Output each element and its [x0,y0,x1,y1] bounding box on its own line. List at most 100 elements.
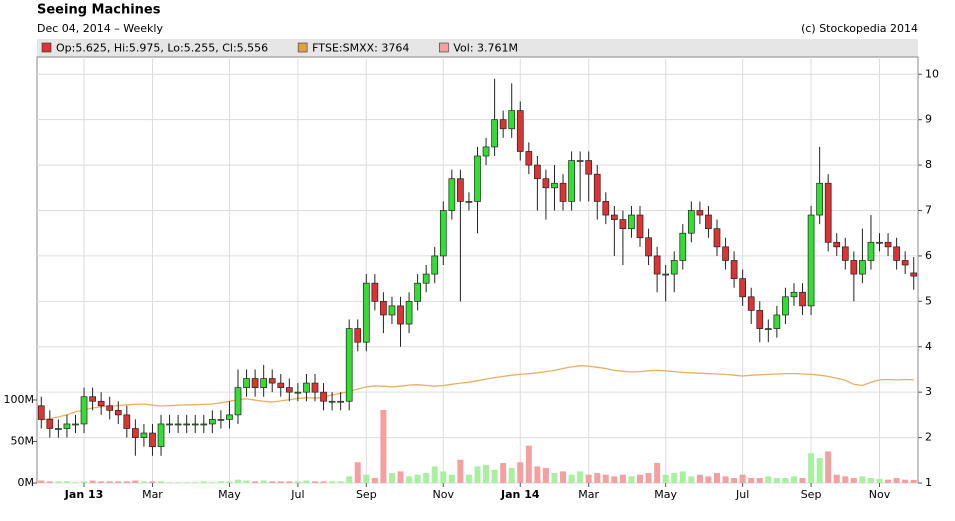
candle-body [328,400,336,403]
candle-body [140,432,148,438]
x-tick-label: Sep [356,488,377,501]
volume-bar [688,476,695,483]
volume-bar [799,478,806,483]
candle-body [730,260,738,279]
volume-bar [183,482,190,483]
volume-bar [158,481,165,483]
candle-body [268,378,276,384]
candle-body [226,414,233,420]
candle-body [884,241,892,248]
volume-bar [115,481,122,483]
volume-bar [200,481,207,483]
candle-body [439,210,447,257]
volume-bar [286,481,293,483]
volume-bar [654,463,661,483]
candle-body [457,178,464,202]
candle-body [448,178,456,211]
volume-bar [175,482,182,483]
legend-label: Op:5.625, Hi:5.975, Lo:5.255, Cl:5.556 [56,42,268,55]
x-tick-label: Nov [869,488,891,501]
candle-body [72,423,79,426]
y2-tick-label: 100M [4,393,35,406]
candle-body [499,119,507,130]
candle-body [593,173,601,202]
volume-bar [825,451,832,483]
y-tick-label: 9 [925,113,932,126]
volume-bar [568,474,575,483]
candle-body [636,214,644,239]
candle-body [619,219,627,230]
candle-body [491,119,498,148]
volume-bar [508,468,515,483]
candle-body [508,110,516,130]
candle-body [354,328,362,343]
volume-bar [106,481,113,483]
volume-bar [816,458,823,483]
candle-body [876,241,883,244]
volume-bar [388,473,395,483]
volume-bar [705,476,712,483]
candle-body [217,419,225,421]
volume-bar [149,481,156,483]
volume-bar [808,453,815,483]
candle-body [756,310,764,329]
candle-body [431,255,439,275]
volume-bar [842,476,849,483]
candle-body [764,328,772,330]
volume-bar [294,481,301,483]
candle-body [850,260,858,275]
legend-bar [37,39,918,57]
volume-bar [303,480,310,483]
candle-body [260,378,268,388]
ftse-line [41,365,914,421]
volume-bar [235,479,241,483]
volume-bar [252,481,259,483]
volume-bar [885,479,892,483]
candle-body [542,178,550,189]
volume-bar [714,473,720,483]
candle-body [191,423,199,426]
volume-bar [269,481,276,483]
candle-body [37,405,45,420]
candle-body [209,419,216,425]
candle-body [63,423,71,429]
volume-bar [423,473,430,483]
volume-bar [782,478,789,483]
candle-body [106,405,114,411]
y2-tick-label: 50M [11,434,35,447]
candle-body [602,201,610,216]
candle-body [422,273,430,284]
candle-body [388,305,396,316]
candle-body [611,214,618,220]
volume-bar [140,481,147,483]
volume-bar [55,481,62,483]
candle-body [628,214,635,230]
volume-bar [98,481,105,483]
candle-body [722,246,729,261]
volume-bar [260,480,267,483]
candle-body [80,396,88,425]
x-tick-label: May [218,488,241,501]
candle-body [200,423,208,426]
volume-bar [166,482,173,483]
candle-body [397,305,404,325]
volume-bar [602,474,609,483]
x-tick-label: Jan 14 [500,488,540,501]
candle-body [465,201,473,203]
candle-body [114,409,122,416]
volume-bar [534,466,541,483]
volume-bar [619,474,626,483]
volume-bar [243,480,250,483]
candle-body [705,214,712,230]
volume-bar [406,476,413,483]
candle-body [576,160,584,162]
candle-body [747,296,755,311]
volume-bar [585,474,592,483]
volume-bar [38,480,45,483]
volume-bar [209,482,216,483]
legend-swatch [41,42,52,53]
volume-bar [850,478,857,483]
candle-body [516,110,524,152]
candle-body [841,246,849,261]
